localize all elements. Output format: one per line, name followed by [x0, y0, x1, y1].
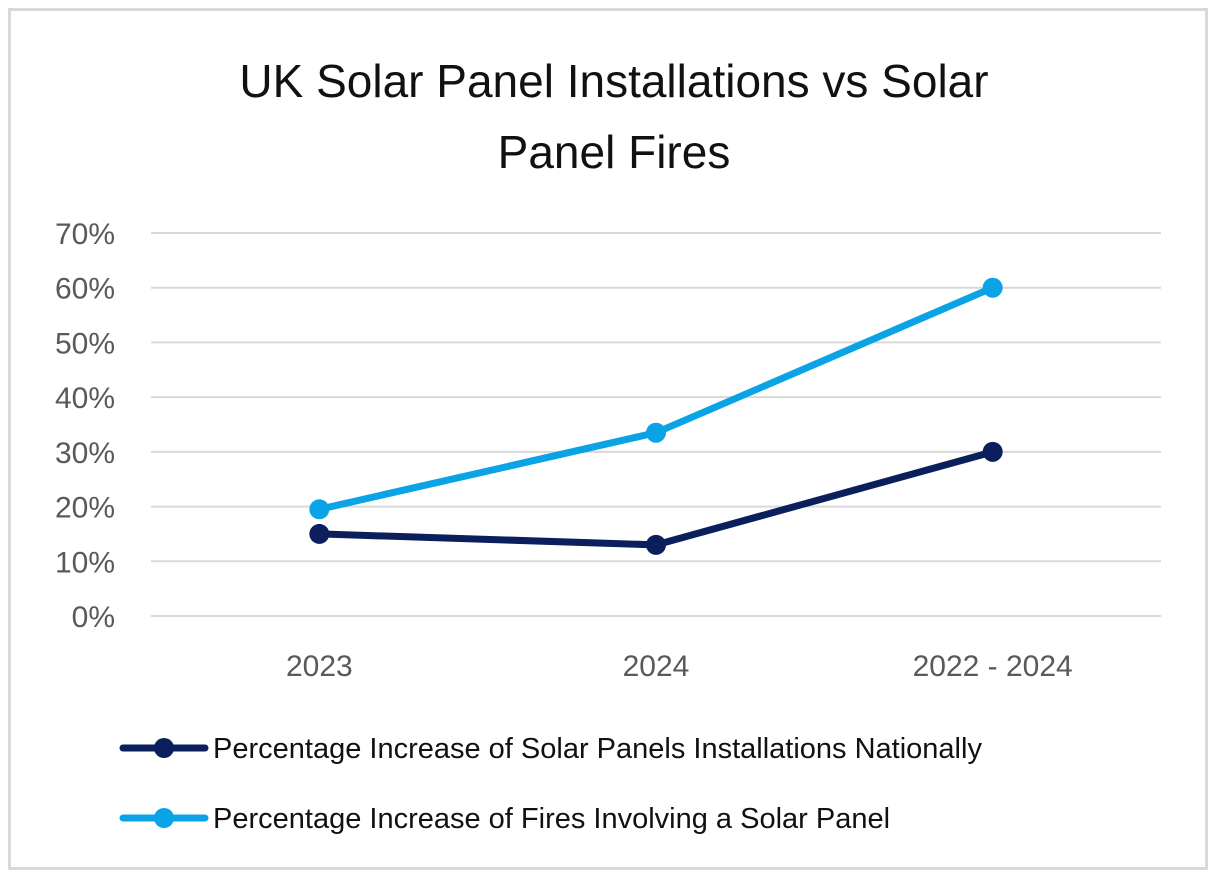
line-chart: UK Solar Panel Installations vs Solar Pa… [55, 55, 1161, 835]
y-tick-label: 70% [55, 218, 115, 251]
chart-title-line-2: Panel Fires [498, 126, 731, 178]
chart-frame: UK Solar Panel Installations vs Solar Pa… [8, 8, 1208, 870]
legend-label: Percentage Increase of Solar Panels Inst… [213, 733, 982, 765]
series-line [315, 448, 997, 549]
data-point [309, 523, 330, 544]
data-point [309, 499, 330, 520]
y-tick-label: 0% [72, 601, 115, 634]
data-point [646, 534, 666, 555]
y-tick-label: 10% [55, 546, 115, 579]
data-point [982, 441, 1003, 462]
legend-label: Percentage Increase of Fires Involving a… [213, 803, 890, 835]
legend: Percentage Increase of Solar Panels Inst… [119, 733, 982, 835]
x-tick-label: 2024 [623, 650, 690, 683]
legend-swatch-marker [154, 738, 174, 758]
data-point [982, 277, 1003, 298]
y-tick-label: 40% [55, 382, 115, 415]
legend-swatch-marker [154, 808, 174, 828]
chart-title-line-1: UK Solar Panel Installations vs Solar [239, 55, 988, 107]
y-tick-label: 50% [55, 327, 115, 360]
y-tick-label: 30% [55, 437, 115, 470]
x-tick-label: 2022 - 2024 [913, 650, 1073, 683]
y-tick-label: 20% [55, 492, 115, 525]
x-axis-tick-labels: 2023 2024 2022 - 2024 [286, 650, 1073, 683]
data-point [646, 422, 666, 443]
series-line [315, 284, 997, 513]
y-axis-tick-labels: 0% 10% 20% 30% 40% 50% 60% 70% [55, 218, 115, 634]
x-tick-label: 2023 [286, 650, 353, 683]
y-tick-label: 60% [55, 273, 115, 306]
series-lines [309, 277, 1003, 555]
